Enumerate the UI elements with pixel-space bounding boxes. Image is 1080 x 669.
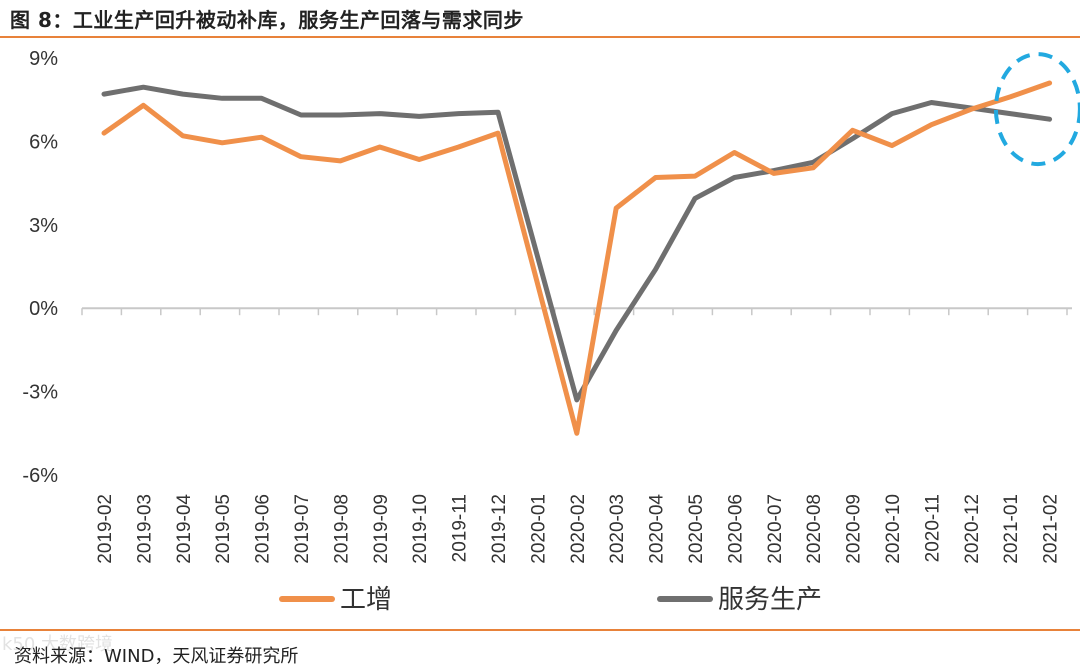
x-tick-label: 2020-12 [962,494,983,564]
x-tick-label: 2020-01 [528,494,549,564]
x-tick-label: 2020-07 [765,494,786,564]
series-line-services [101,84,1053,403]
y-tick-label: 0% [29,298,58,320]
x-tick-label: 2019-06 [253,494,274,564]
y-tick-label: 3% [29,215,58,237]
legend-label: 服务生产 [718,584,822,614]
y-tick-label: -3% [22,382,58,404]
y-tick-label: -6% [22,465,58,487]
y-axis: 9% 6% 3% 0% -3% -6% [22,48,58,487]
x-tick-label: 2020-06 [725,494,746,564]
x-tick-label: 2020-11 [922,494,943,562]
x-tick-label: 2020-02 [568,494,589,564]
x-tick-label: 2020-09 [844,494,865,564]
series-layer [101,80,1053,436]
x-tick-label: 2019-09 [371,494,392,564]
x-tick-label: 2019-04 [174,494,195,564]
chart-legend: 工增 服务生产 [279,584,822,614]
x-tick-label: 2019-12 [489,494,510,564]
y-tick-label: 6% [29,131,58,153]
x-tick-label: 2019-02 [95,494,116,564]
series-line-industrial [101,80,1053,436]
bottom-rule [0,629,1080,631]
source-note: 资料来源：WIND，天风证券研究所 [14,646,299,667]
x-tick-label: 2019-11 [450,494,471,562]
x-tick-label: 2020-05 [686,494,707,564]
x-tick-label: 2019-07 [292,494,313,564]
x-tick-label: 2020-04 [647,494,668,564]
x-tick-label: 2021-01 [1001,494,1022,564]
annotation-layer [993,52,1080,167]
x-tick-label: 2020-10 [883,494,904,564]
y-tick-label: 9% [29,48,58,70]
x-tick-label: 2020-03 [607,494,628,564]
watermark: k50 大数跨境 [2,634,114,655]
x-tick-label: 2019-08 [331,494,352,564]
x-tick-label: 2019-05 [213,494,234,564]
figure-title: 图 8：工业生产回升被动补库，服务生产回落与需求同步 [10,8,524,32]
line-chart: 9%6%3%0%-3%-6% 2019-02 2019-03 2019-04 2019… [22,48,1080,614]
top-rule [0,36,1080,38]
legend-label: 工增 [340,584,392,614]
x-tick-label: 2021-02 [1041,494,1062,564]
highlight-ellipse [993,52,1080,167]
x-tick-label: 2019-03 [134,494,155,564]
x-tick-label: 2020-08 [804,494,825,564]
x-axis: 2019-02 2019-03 2019-04 2019-05 2019-06 2019-… [81,307,1072,564]
x-tick-label: 2019-10 [410,494,431,564]
